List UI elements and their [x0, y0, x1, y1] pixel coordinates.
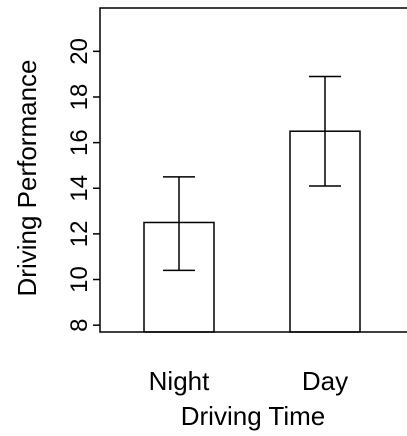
y-axis: 8 10 12 14 16 18 20 — [66, 38, 100, 332]
x-tick-label-night: Night — [149, 366, 210, 396]
y-tick-label-8: 8 — [66, 318, 93, 331]
x-tick-label-day: Day — [302, 366, 348, 396]
y-tick-label-14: 14 — [66, 175, 93, 202]
x-axis-title: Driving Time — [181, 401, 325, 431]
y-tick-label-10: 10 — [66, 266, 93, 293]
y-tick-label-16: 16 — [66, 129, 93, 156]
x-axis-labels: Night Day — [149, 366, 348, 396]
y-tick-label-20: 20 — [66, 38, 93, 65]
y-tick-label-18: 18 — [66, 84, 93, 111]
error-bars-layer — [163, 75, 341, 272]
y-tick-label-12: 12 — [66, 221, 93, 248]
y-axis-title: Driving Performance — [12, 60, 42, 297]
plot-frame — [99, 7, 407, 333]
